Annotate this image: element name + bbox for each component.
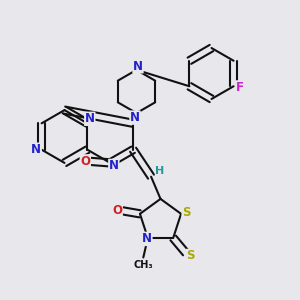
Text: H: H xyxy=(155,166,165,176)
Text: N: N xyxy=(142,232,152,245)
Text: O: O xyxy=(80,155,90,168)
Text: O: O xyxy=(112,204,122,217)
Text: N: N xyxy=(109,159,119,172)
Text: N: N xyxy=(31,143,41,156)
Text: N: N xyxy=(85,112,95,125)
Text: N: N xyxy=(133,60,143,73)
Text: CH₃: CH₃ xyxy=(134,260,153,270)
Text: N: N xyxy=(130,111,140,124)
Text: S: S xyxy=(182,206,191,219)
Text: S: S xyxy=(186,250,195,262)
Text: F: F xyxy=(236,81,244,94)
